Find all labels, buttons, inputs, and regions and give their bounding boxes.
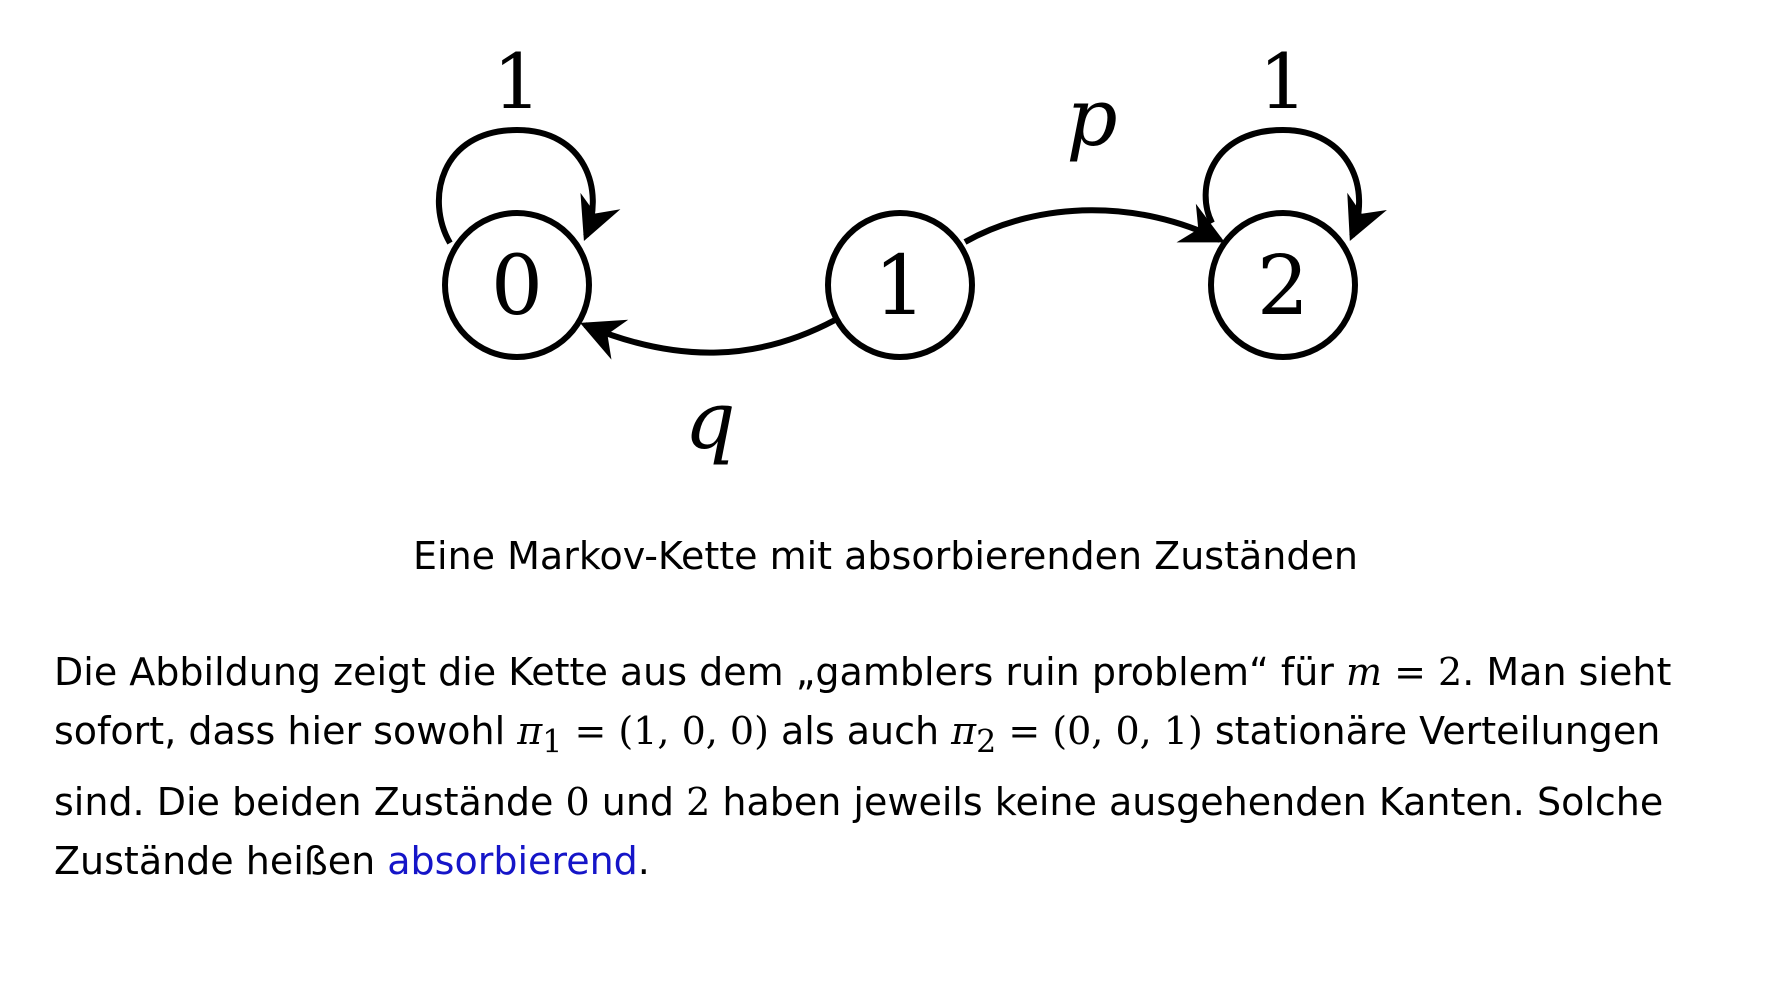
markov-chain-diagram: 1 q p 1 0 1 2 [435, 37, 1387, 467]
text-segment: stationäre Verteilungen [1202, 709, 1661, 753]
absorbierend-link[interactable]: absorbierend [387, 838, 638, 883]
paragraph-line-2: sofort, dass hier sowohl π1 = (1, 0, 0) … [54, 702, 1754, 773]
text-segment: und [589, 779, 687, 824]
node-2-label: 2 [1257, 239, 1309, 334]
edge-1-to-0 [580, 317, 837, 360]
figure-caption: Eine Markov-Kette mit absorbierenden Zus… [413, 534, 1358, 578]
text-segment: haben jeweils keine ausgehenden Kanten. … [710, 779, 1664, 824]
math-symbol-pi: π [517, 709, 543, 753]
math-variable-m: m [1346, 650, 1383, 694]
edge-label-p: p [1066, 71, 1117, 164]
text-segment: sind. Die beiden Zustände [54, 779, 566, 824]
edge-loop-2 [1202, 126, 1387, 241]
node-2-circle [1208, 210, 1358, 360]
node-1-circle [825, 210, 975, 360]
body-paragraph: Die Abbildung zeigt die Kette aus dem „g… [54, 643, 1754, 891]
math-vector: = (1, 0, 0) [562, 709, 769, 753]
math-subscript: 2 [976, 724, 997, 761]
paragraph-line-3: sind. Die beiden Zustände 0 und 2 haben … [54, 773, 1754, 832]
node-1: 1 [825, 210, 975, 360]
math-subscript: 1 [542, 724, 563, 761]
node-2: 2 [1208, 210, 1358, 360]
text-segment: Zustände heißen [54, 838, 388, 883]
edge-1-to-2 [963, 203, 1225, 245]
node-0-label: 0 [491, 239, 543, 334]
edge-label-loop-2: 1 [1259, 37, 1307, 126]
math-expression: = 2 [1382, 650, 1463, 694]
node-0: 0 [442, 210, 592, 360]
node-0-circle [442, 210, 592, 360]
math-vector: = (0, 0, 1) [996, 709, 1203, 753]
text-segment: . Man sieht [1462, 650, 1672, 694]
math-symbol-pi: π [951, 709, 977, 753]
paragraph-line-4: Zustände heißen absorbierend. [54, 832, 1754, 891]
text-segment: als auch [768, 709, 952, 753]
edge-label-q: q [684, 374, 735, 467]
edge-loop-0 [435, 126, 621, 245]
node-1-label: 1 [874, 239, 926, 334]
edge-label-loop-0: 1 [493, 37, 541, 126]
math-number: 2 [686, 779, 711, 824]
text-segment: . [637, 838, 650, 883]
text-segment: Die Abbildung zeigt die Kette aus dem „g… [54, 650, 1346, 694]
text-segment: sofort, dass hier sowohl [54, 709, 518, 753]
math-number: 0 [565, 779, 590, 824]
paragraph-line-1: Die Abbildung zeigt die Kette aus dem „g… [54, 643, 1754, 702]
